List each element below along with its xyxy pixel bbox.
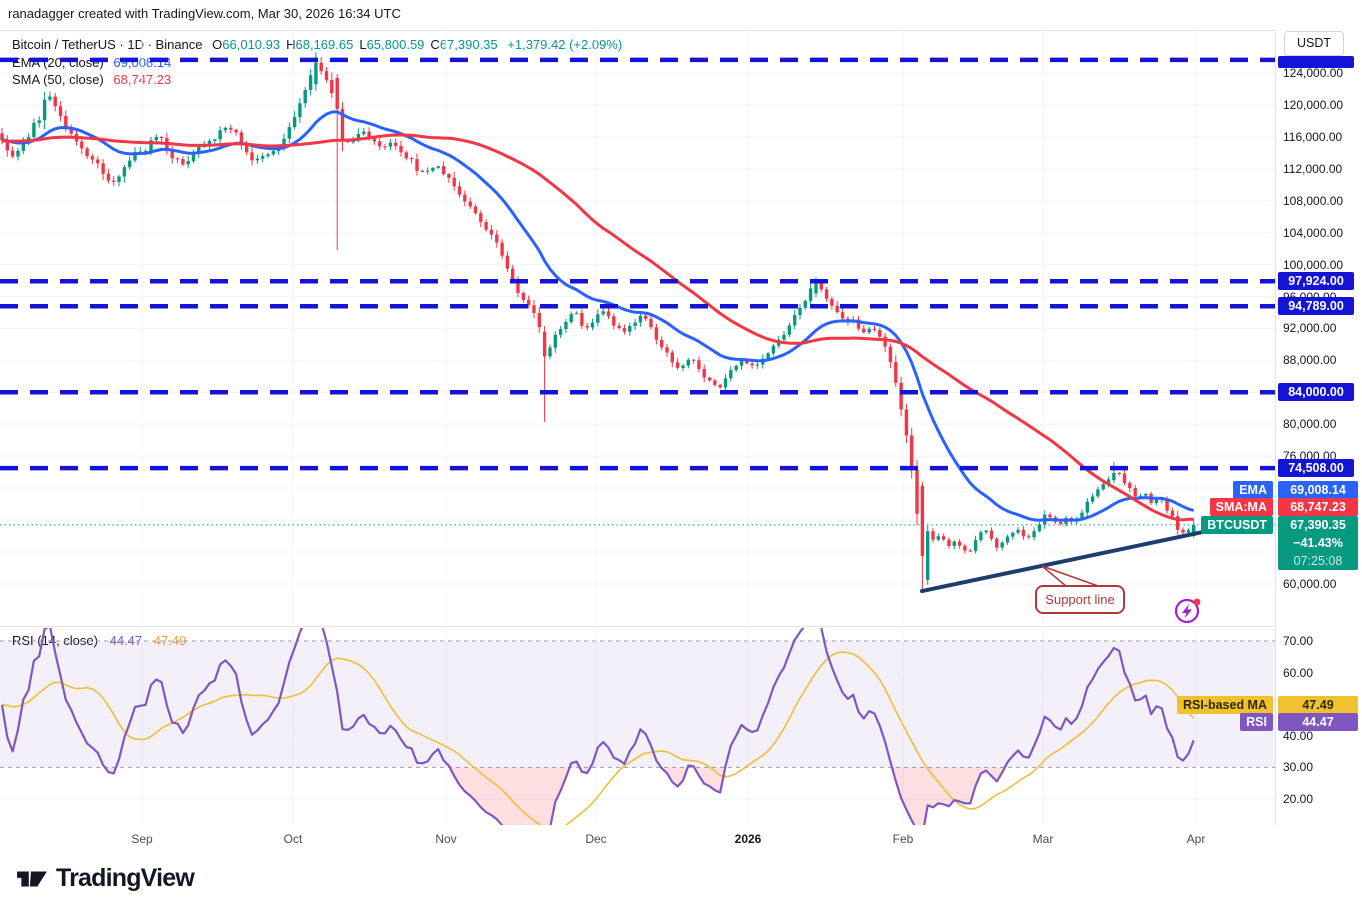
tradingview-attribution[interactable]: TradingView [16,864,195,893]
ohlc-item-value: 65,800.59 [366,37,425,52]
time-tick-label: Mar [1032,832,1054,846]
currency-usdt-button[interactable]: USDT [1284,31,1344,56]
candles-group [0,52,1196,592]
sma-name-tag: SMA:MA [1209,498,1273,516]
ohlc-item-label: H [286,37,296,52]
ohlc-item-value: 67,390.35 [439,37,498,52]
rsi-value-tag: 44.47 [1278,713,1358,731]
level-price-tag: 94,789.00 [1278,297,1354,315]
ema-name-tag: EMA [1233,481,1273,499]
price-tick-label: 104,000.00 [1283,226,1344,240]
time-scale[interactable]: Sep Oct Nov Dec 2026 Feb Mar Apr [0,825,1362,855]
rsi-band [0,640,1275,800]
rsi-ma-legend-value: 47.49 [153,633,187,648]
rsi-tick-label: 40.00 [1283,729,1314,743]
change-value: +1,379.42 (+2.09%) [507,37,623,52]
ema-legend[interactable]: EMA (20, close) 69,008.14 [12,55,171,70]
ohlc-item-label: C [430,37,440,52]
rsi-legend-value: 44.47 [109,633,143,648]
rsi-ma-line [1,651,1195,825]
callout-pointer [1041,565,1099,587]
rsi-name-tag: RSI [1240,713,1273,731]
price-tick-label: 116,000.00 [1283,130,1343,144]
price-tick-label: 124,000.00 [1283,66,1344,80]
price-tick-label: 88,000.00 [1283,353,1337,367]
level-lines [0,57,1275,471]
attribution-text: ranadagger created with TradingView.com,… [8,6,401,21]
ohlc-item-value: 66,010.93 [222,37,281,52]
ema-legend-label: EMA (20, close) [12,55,104,70]
chart-top-border [0,30,1362,31]
ohlc-values: O66,010.93 H68,169.65 L65,800.59 C67,390.35 [206,37,498,52]
rsi-oversold-fill [104,767,116,774]
rsi-legend-label: RSI (14, close) [12,633,98,648]
price-tick-label: 80,000.00 [1283,417,1337,431]
support-line-callout[interactable]: Support line [1035,585,1125,614]
time-tick-label: Oct [283,832,303,846]
symbol-name-tag: BTCUSDT [1201,516,1273,534]
level-price-tag: 74,508.00 [1278,459,1354,477]
sma-line [1,133,1194,522]
ema-legend-value: 69,008.14 [113,55,172,70]
symbol-legend[interactable]: Bitcoin / TetherUS · 1D · Binance O66,01… [12,37,622,52]
ohlc-item-label: O [212,37,223,52]
rsi-tick-label: 20.00 [1283,792,1314,806]
sma-legend-label: SMA (50, close) [12,72,104,87]
ema-line [1,110,1195,522]
price-tick-label: 108,000.00 [1283,194,1344,208]
price-tick-label: 60,000.00 [1283,577,1337,591]
last-price-tag: 67,390.35 −41.43% 07:25:08 [1278,516,1358,570]
level-price-tag: 84,000.00 [1278,383,1354,401]
flash-icon[interactable] [1173,596,1203,626]
time-tick-label: Nov [435,832,457,846]
time-tick-label: Dec [585,832,607,846]
time-tick-label: Feb [892,832,914,846]
time-tick-label: Apr [1186,832,1206,846]
level-price-tag [1278,56,1354,68]
ohlc-item-value: 68,169.65 [295,37,354,52]
price-scale[interactable]: 124,000.00 120,000.00 116,000.00 112,000.00… [1276,30,1362,825]
grid-lines [0,30,1275,825]
price-tick-label: 92,000.00 [1283,321,1337,335]
rsi-tick-label: 60.00 [1283,666,1314,680]
sma-price-tag: 68,747.23 [1278,498,1358,516]
price-tick-label: 112,000.00 [1283,162,1343,176]
level-price-tag: 97,924.00 [1278,272,1354,290]
ohlc-item-label: L [359,37,367,52]
price-tick-label: 120,000.00 [1283,98,1344,112]
pane-divider[interactable] [0,626,1275,627]
chart-canvas[interactable] [0,0,1275,855]
ema-price-tag: 69,008.14 [1278,481,1358,499]
rsi-ma-value-tag: 47.49 [1278,696,1358,714]
time-tick-label: 2026 [734,832,762,846]
rsi-ma-name-tag: RSI-based MA [1176,696,1273,714]
support-trendline [920,526,1220,594]
price-tick-label: 100,000.00 [1283,258,1344,272]
sma-legend-value: 68,747.23 [113,72,172,87]
rsi-oversold-fill [661,767,688,787]
rsi-oversold-fill [694,767,726,793]
tradingview-logo-icon [17,871,47,886]
rsi-legend[interactable]: RSI (14, close) 44.47 47.49 [12,633,186,648]
rsi-tick-label: 30.00 [1283,760,1314,774]
price-scale-divider [1275,30,1276,825]
rsi-tick-label: 70.00 [1283,634,1314,648]
time-tick-label: Sep [131,832,153,846]
rsi-oversold-fill [579,767,591,773]
countdown-timer: 07:25:08 [1293,554,1343,568]
brand-text: TradingView [56,864,195,892]
symbol-title: Bitcoin / TetherUS · 1D · Binance [12,37,203,52]
sma-legend[interactable]: SMA (50, close) 68,747.23 [12,72,171,87]
